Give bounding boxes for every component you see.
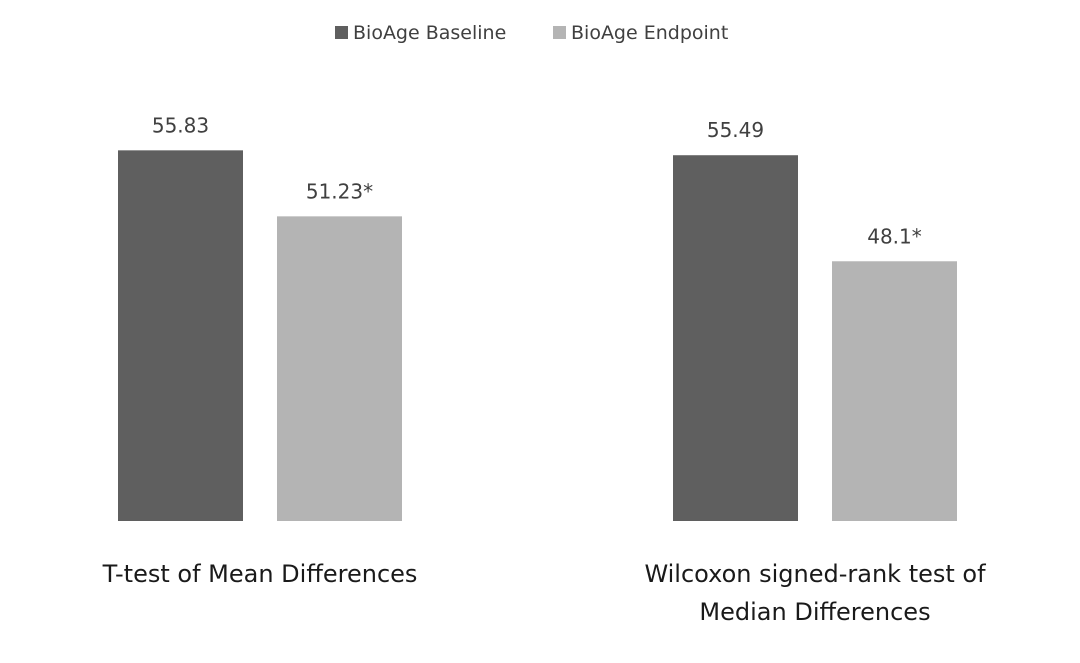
legend: BioAge Baseline BioAge Endpoint xyxy=(335,22,728,44)
data-label-1-0: 55.49 xyxy=(707,118,764,142)
plot-area: 55.83 51.23* 55.49 48.1* xyxy=(118,113,957,522)
legend-label-0: BioAge Baseline xyxy=(353,22,506,44)
data-label-1-1: 48.1* xyxy=(867,224,922,248)
category-label-0-line-0: T-test of Mean Differences xyxy=(102,560,418,588)
category-label-1-line-1: Median Differences xyxy=(699,598,930,626)
category-labels: T-test of Mean Differences Wilcoxon signe… xyxy=(102,560,987,626)
legend-swatch-1 xyxy=(553,26,566,39)
category-label-1-line-0: Wilcoxon signed-rank test of xyxy=(644,560,986,588)
bar-0-0 xyxy=(118,150,243,522)
legend-label-1: BioAge Endpoint xyxy=(571,22,728,44)
data-label-0-1: 51.23* xyxy=(306,179,373,203)
data-label-0-0: 55.83 xyxy=(152,113,209,137)
legend-swatch-0 xyxy=(335,26,348,39)
bar-0-1 xyxy=(277,216,402,522)
bar-1-0 xyxy=(673,155,798,521)
bar-1-1 xyxy=(832,261,957,521)
